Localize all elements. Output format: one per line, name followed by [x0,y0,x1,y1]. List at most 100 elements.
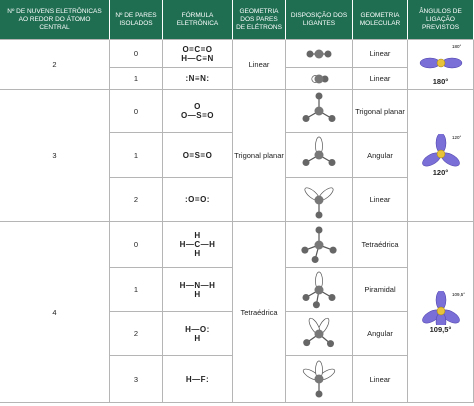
disposition-cell [286,68,353,90]
central-atom [436,149,445,159]
ligand-diagram [306,49,332,58]
ligand-diagram [304,186,334,218]
central-atom [314,285,324,294]
ligand-atom [306,50,314,57]
header-cell: GEOMETRIA MOLECULAR [353,0,408,40]
ligand-diagram [303,317,334,347]
header-cell: GEOMETRIA DOS PARES DE ELÉTRONS [233,0,286,40]
ligand-atom [302,293,310,301]
central-atom [314,374,324,384]
molecular-geometry: Angular [353,312,408,356]
formula-line: H [194,333,201,343]
molecular-geometry: Linear [353,68,408,90]
formula-line: H—O: [185,324,210,334]
ligand-diagram [302,136,336,166]
electron-clouds: 3 [0,90,110,222]
ligand-atom [303,338,311,346]
ligand-atom [301,246,309,254]
disposition-cell [286,312,353,356]
electron-clouds: 2 [0,40,110,90]
lone-pairs: 1 [110,68,163,90]
angle-cell: 180° 180° [408,40,474,90]
pair-geometry: Linear [233,40,286,90]
molecular-geometry: Linear [353,356,408,403]
angle-diagram: 180° [419,44,462,69]
formula-cell: O=C=O H—C≡N [163,40,233,68]
central-atom [436,306,445,315]
header-cell: ÂNGULOS DE LIGAÇÃO PREVISTOS [408,0,474,40]
central-atom [314,195,324,204]
disposition-cell [286,356,353,403]
lone-pairs: 0 [110,222,163,268]
formula-line: O—S=O [181,111,214,120]
formula-line: O [194,102,201,111]
ligand-atom [328,293,336,301]
central-atom [314,49,324,58]
formula-cell: :N≡N: [163,68,233,90]
formula-line: O=C=O [182,44,213,54]
angle-cell: 109,5° 109,5° [408,222,474,403]
molecular-geometry: Linear [353,40,408,68]
molecular-geometry: Piramidal [353,268,408,312]
ligand-atom [328,115,336,122]
header-cell: FÓRMULA ELETRÔNICA [163,0,233,40]
formula-line: H—C—H [179,240,216,249]
ligand-atom [302,159,310,166]
central-atom [314,150,324,160]
ligand-diagram [311,74,329,83]
pair-geometry: Tetraédrica [233,222,286,403]
lone-pairs: 0 [110,90,163,133]
molecular-geometry: Trigonal planar [353,90,408,133]
central-atom [314,329,324,338]
lone-pairs: 1 [110,133,163,178]
ligand-atom [324,50,332,57]
ligand-atom [315,390,323,398]
electron-clouds: 4 [0,222,110,403]
angle-diagram-label: 109,5° [452,292,465,297]
formula-cell: O=S=O [163,133,233,178]
formula-cell: H H—C—H H [163,222,233,268]
lone-pairs: 2 [110,312,163,356]
ligand-atom [326,339,334,347]
disposition-cell [286,90,353,133]
header-cell: Nº DE PARES ISOLADOS [110,0,163,40]
molecular-geometry: Tetraédrica [353,222,408,268]
formula-line: :N≡N: [185,74,210,83]
disposition-cell [286,133,353,178]
pair-geometry: Trigonal planar [233,90,286,222]
formula-cell: H—O: H [163,312,233,356]
formula-line: H—N—H [179,280,216,290]
angle-value: 109,5° [429,324,452,334]
ligand-atom [312,300,320,308]
ligand-atom [315,92,323,100]
formula-line: H [194,289,201,299]
molecular-geometry: Angular [353,133,408,178]
ligand-atom [321,75,329,82]
angle-diagram: 120° [421,134,461,167]
angle-cell: 120° 120° [408,90,474,222]
ligand-diagram [301,226,337,263]
ligand-diagram [302,271,336,308]
disposition-cell [286,222,353,268]
formula-line: H [194,249,201,258]
formula-cell: :O=O: [163,178,233,222]
disposition-cell [286,40,353,68]
header-cell: Nº DE NUVENS ELETRÔNICAS AO REDOR DO ÁTO… [0,0,110,40]
formula-line: H—F: [185,374,210,384]
angle-diagram-label: 180° [452,44,462,49]
angle-diagram: 109,5° [421,290,465,325]
central-atom [314,74,324,83]
formula-cell: O O—S=O [163,90,233,133]
lone-pairs: 0 [110,40,163,68]
ligand-atom [328,159,336,166]
molecular-geometry: Linear [353,178,408,222]
ligand-diagram [302,92,336,122]
central-atom [314,106,324,116]
ligand-atom [315,226,323,233]
lone-pairs: 2 [110,178,163,222]
lone-pairs: 1 [110,268,163,312]
header-cell: DISPOSIÇÃO DOS LIGANTES [286,0,353,40]
formula-cell: H—N—H H [163,268,233,312]
central-atom [436,58,445,68]
